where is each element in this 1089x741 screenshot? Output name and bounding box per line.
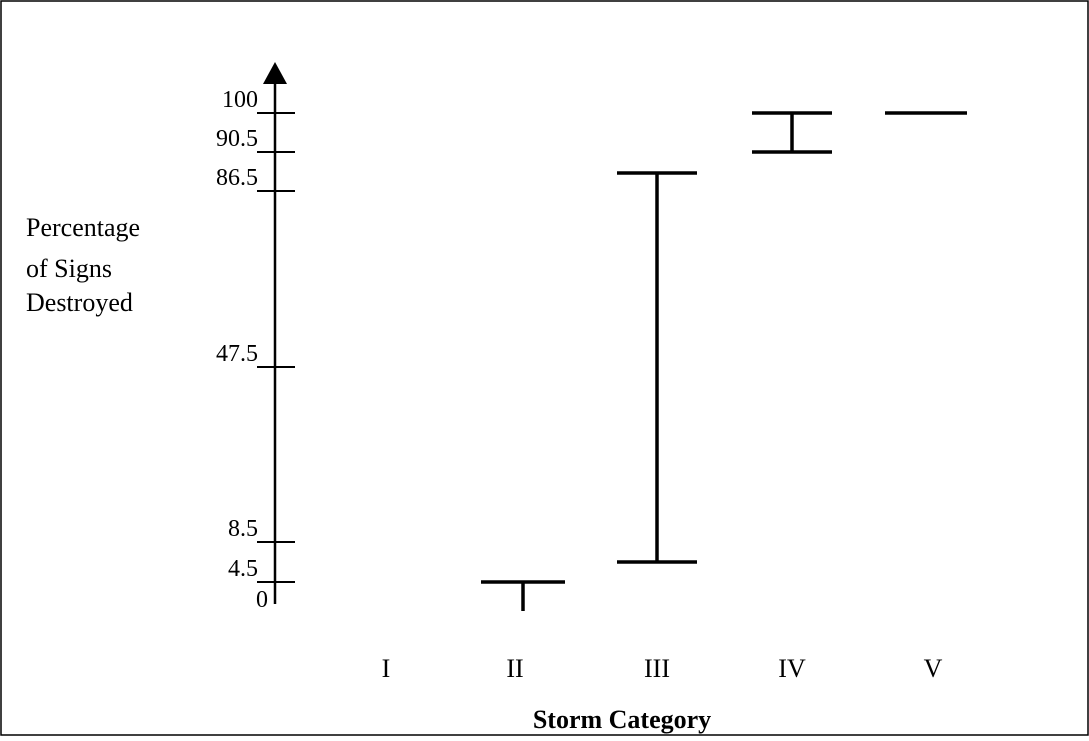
category-label: V bbox=[924, 654, 943, 683]
category-label: III bbox=[644, 654, 670, 683]
y-tick-label: 4.5 bbox=[228, 556, 258, 582]
y-tick-label: 86.5 bbox=[216, 165, 258, 191]
range-marks bbox=[481, 111, 967, 611]
y-tick-label: 47.5 bbox=[216, 341, 258, 367]
y-tick-label: 90.5 bbox=[216, 126, 258, 152]
y-axis-title-line-1: Percentage bbox=[26, 213, 141, 242]
y-axis-title-line-2: of Signs bbox=[26, 254, 112, 283]
y-tick-label: 100 bbox=[222, 87, 258, 113]
category-labels: I II III IV V bbox=[382, 654, 943, 683]
y-axis-title-line-3: Destroyed bbox=[26, 288, 133, 317]
y-tick-label: 8.5 bbox=[228, 516, 258, 542]
category-label: II bbox=[506, 654, 523, 683]
category-label: IV bbox=[778, 654, 806, 683]
x-axis-title: Storm Category bbox=[533, 705, 711, 734]
category-label: I bbox=[382, 654, 391, 683]
y-ticks: 0 4.5 8.5 47.5 86.5 90.5 100 bbox=[216, 87, 295, 613]
y-tick-label: 0 bbox=[256, 587, 268, 613]
y-axis-arrow bbox=[263, 62, 287, 84]
